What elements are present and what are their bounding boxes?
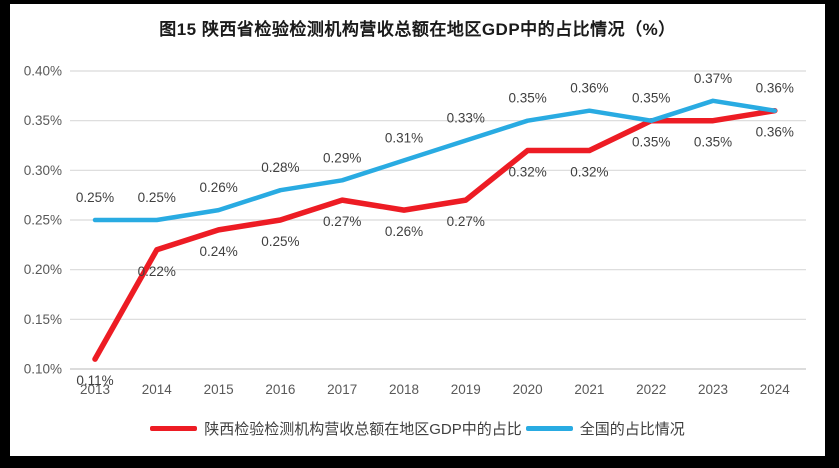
y-tick-label: 0.20% bbox=[24, 262, 62, 277]
data-label: 0.25% bbox=[138, 190, 176, 205]
legend-label-national: 全国的占比情况 bbox=[579, 420, 685, 438]
chart-panel: 图15 陕西省检验检测机构营收总额在地区GDP中的占比情况（%） 0.10% 0.… bbox=[10, 4, 825, 456]
data-label: 0.35% bbox=[632, 91, 670, 106]
x-tick-label: 2024 bbox=[760, 382, 791, 397]
x-tick-label: 2018 bbox=[389, 382, 419, 397]
data-label: 0.36% bbox=[570, 81, 608, 96]
data-label: 0.35% bbox=[508, 91, 546, 106]
x-tick-label: 2022 bbox=[636, 382, 666, 397]
data-label: 0.31% bbox=[385, 130, 423, 145]
x-tick-label: 2014 bbox=[142, 382, 173, 397]
data-label: 0.29% bbox=[323, 150, 361, 165]
data-label: 0.25% bbox=[76, 190, 114, 205]
x-tick-label: 2020 bbox=[513, 382, 543, 397]
legend-item-shaanxi: 陕西检验检测机构营收总额在地区GDP中的占比 bbox=[150, 418, 522, 439]
x-tick-label: 2016 bbox=[265, 382, 295, 397]
legend-swatch bbox=[150, 425, 198, 431]
y-tick-label: 0.25% bbox=[24, 213, 62, 228]
line-chart: 0.10% 0.15% 0.20% 0.25% 0.30% 0.35% 0.40% 2013 2… bbox=[24, 64, 806, 397]
y-tick-label: 0.30% bbox=[24, 163, 62, 178]
series-line-1 bbox=[92, 98, 778, 223]
legend: 陕西检验检测机构营收总额在地区GDP中的占比 全国的占比情况 bbox=[10, 415, 825, 441]
x-tick-label: 2019 bbox=[451, 382, 481, 397]
data-label: 0.27% bbox=[447, 214, 485, 229]
legend-item-national: 全国的占比情况 bbox=[525, 418, 685, 439]
x-tick-label: 2021 bbox=[574, 382, 604, 397]
y-tick-label: 0.10% bbox=[24, 362, 62, 377]
legend-swatch bbox=[525, 425, 573, 431]
y-tick-label: 0.40% bbox=[24, 64, 62, 79]
data-label: 0.37% bbox=[694, 71, 732, 86]
data-label: 0.35% bbox=[694, 135, 732, 150]
y-tick-label: 0.15% bbox=[24, 312, 62, 327]
y-tick-label: 0.35% bbox=[24, 113, 62, 128]
data-label: 0.28% bbox=[261, 160, 299, 175]
data-label: 0.27% bbox=[323, 214, 361, 229]
data-label: 0.25% bbox=[261, 234, 299, 249]
x-tick-label: 2013 bbox=[80, 382, 110, 397]
data-label: 0.36% bbox=[756, 125, 794, 140]
data-label: 0.24% bbox=[199, 244, 237, 259]
x-tick-label: 2017 bbox=[327, 382, 357, 397]
x-tick-label: 2015 bbox=[204, 382, 234, 397]
x-tick-label: 2023 bbox=[698, 382, 728, 397]
data-label: 0.36% bbox=[756, 81, 794, 96]
data-label: 0.33% bbox=[447, 111, 485, 126]
data-label: 0.26% bbox=[385, 224, 423, 239]
chart-title: 图15 陕西省检验检测机构营收总额在地区GDP中的占比情况（%） bbox=[159, 20, 676, 39]
series-line-0 bbox=[92, 107, 778, 362]
data-label: 0.22% bbox=[138, 264, 176, 279]
data-label: 0.11% bbox=[76, 373, 113, 388]
data-label: 0.35% bbox=[632, 135, 670, 150]
data-label: 0.32% bbox=[570, 164, 608, 179]
data-label: 0.26% bbox=[199, 180, 237, 195]
legend-label-shaanxi: 陕西检验检测机构营收总额在地区GDP中的占比 bbox=[204, 420, 522, 438]
data-label: 0.32% bbox=[508, 164, 546, 179]
